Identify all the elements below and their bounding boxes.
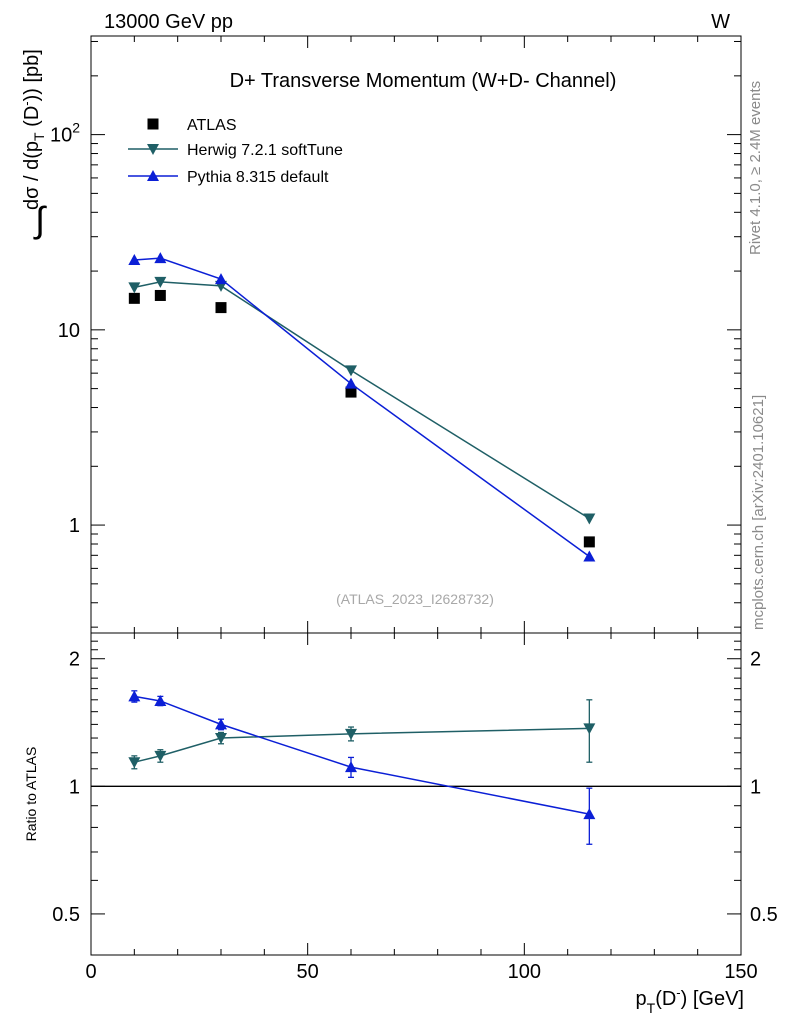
ratio-point-herwig (345, 728, 357, 740)
data-point-atlas (128, 292, 140, 304)
x-label-post: ) [GeV] (681, 988, 744, 1010)
ratio-line-pythia (134, 695, 590, 815)
ratio-point-herwig (154, 750, 167, 762)
ratio-tick-label-right: 2 (750, 649, 761, 671)
x-tick-label: 0 (85, 961, 96, 983)
ratio-point-pythia (128, 690, 141, 702)
data-point-pythia (215, 273, 227, 285)
data-point-atlas (215, 302, 227, 314)
ratio-point-pythia (154, 694, 167, 706)
ratio-axis-label: Ratio to ATLAS (23, 747, 39, 842)
x-tick-label: 150 (724, 961, 757, 983)
y-axis-label-text: dσ / d(pT (D-)) [pb] (19, 49, 47, 210)
x-label-mid: (D (655, 988, 676, 1010)
y-label-post: )) [pb] (21, 49, 43, 101)
rivet-label: Rivet 4.1.0, ≥ 2.4M events (747, 81, 764, 255)
ratio-point-pythia (215, 718, 227, 730)
x-label-pre: p (636, 988, 647, 1010)
legend: ATLAS Herwig 7.2.1 softTune Pythia 8.315 d… (128, 117, 343, 186)
ratio-plot-frame (90, 632, 742, 956)
data-point-herwig (345, 365, 357, 377)
y-tick-label: 10 (58, 320, 80, 342)
series-line-pythia (134, 257, 590, 558)
header-left: 13000 GeV pp (104, 11, 233, 33)
x-label-sub: T (647, 1000, 656, 1016)
x-label-sup: - (676, 985, 680, 1000)
data-marks (128, 252, 596, 845)
integral-symbol: ∫ (33, 199, 47, 240)
legend-label-atlas: ATLAS (187, 117, 237, 134)
ratio-point-herwig (128, 757, 141, 769)
axis-ticks: 0 50 100 150 1 10 102 0.5 0.5 1 1 2 2 (50, 36, 778, 983)
y-label-sup: - (19, 101, 34, 105)
legend-marker-herwig (147, 144, 159, 155)
legend-marker-pythia (147, 170, 159, 181)
ratio-point-herwig (583, 723, 596, 735)
ratio-point-pythia (345, 761, 357, 773)
data-point-herwig (583, 513, 596, 525)
y-label-sub: T (31, 132, 47, 141)
legend-marker-atlas (147, 118, 159, 130)
legend-label-herwig: Herwig 7.2.1 softTune (187, 142, 343, 159)
analysis-id: (ATLAS_2023_I2628732) (336, 591, 494, 607)
ratio-tick-label: 0.5 (52, 904, 80, 926)
data-point-atlas (345, 386, 357, 398)
data-point-atlas (583, 536, 595, 548)
data-point-pythia (583, 550, 596, 562)
data-point-pythia (154, 252, 167, 264)
y-axis-label: dσ / d(pT (D-)) [pb] (19, 49, 47, 210)
ratio-tick-label-right: 1 (750, 776, 761, 798)
ratio-tick-label: 2 (69, 649, 80, 671)
ratio-tick-label-right: 0.5 (750, 904, 778, 926)
data-point-pythia (345, 377, 357, 389)
ratio-line-herwig (134, 727, 590, 763)
ratio-tick-label: 1 (69, 776, 80, 798)
mcplots-label: mcplots.cern.ch [arXiv:2401.10621] (750, 395, 767, 630)
data-point-herwig (128, 282, 141, 294)
data-point-herwig (154, 276, 167, 288)
ratio-point-pythia (583, 808, 596, 820)
data-point-pythia (128, 253, 141, 265)
x-axis-label: pT(D-) [GeV] (636, 985, 745, 1016)
header-right: W (711, 11, 730, 33)
y-tick-label: 1 (69, 515, 80, 537)
series-line-herwig (134, 281, 590, 520)
x-tick-label: 50 (297, 961, 319, 983)
y-tick-label: 102 (50, 120, 80, 147)
y-label-mid: (D (21, 106, 43, 133)
x-tick-label: 100 (508, 961, 541, 983)
chart-title: D+ Transverse Momentum (W+D- Channel) (230, 70, 617, 92)
data-point-atlas (154, 289, 166, 301)
y-label-pre: dσ / d(p (21, 141, 43, 210)
legend-label-pythia: Pythia 8.315 default (187, 169, 329, 186)
ratio-point-herwig (215, 733, 227, 745)
